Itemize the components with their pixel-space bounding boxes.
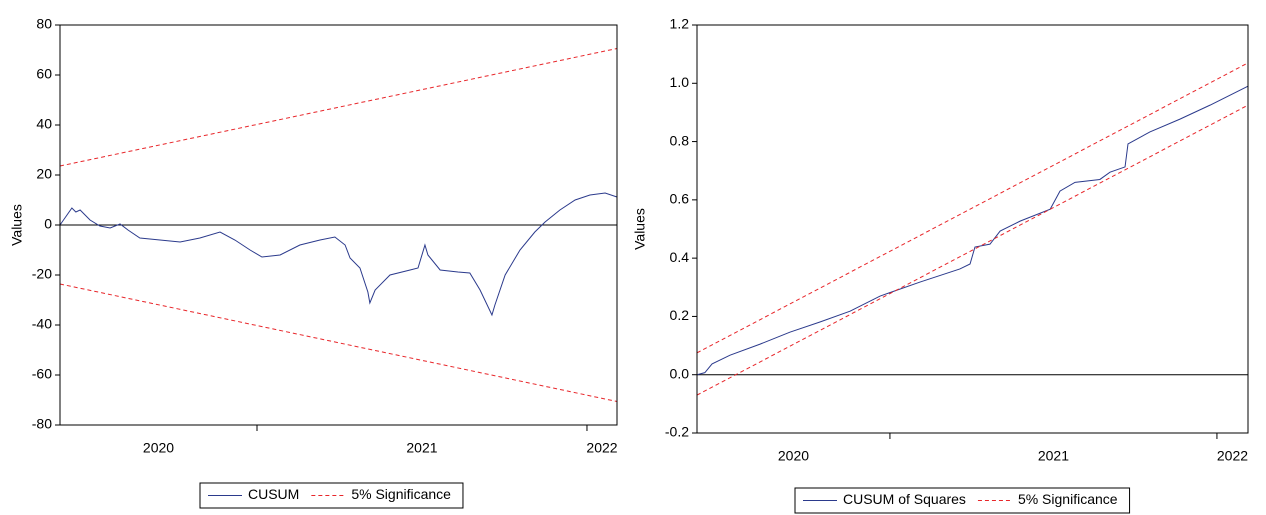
x-tick-label: 2021 bbox=[1038, 448, 1069, 464]
y-tick-label: 20 bbox=[36, 166, 52, 182]
legend-box bbox=[794, 487, 1131, 514]
y-tick-label: -40 bbox=[32, 316, 52, 332]
y-tick-label: 60 bbox=[36, 66, 52, 82]
x-tick-label: 2020 bbox=[143, 440, 174, 456]
y-axis-label: Values bbox=[632, 208, 648, 250]
y-tick-label: -20 bbox=[32, 266, 52, 282]
y-tick-label: -60 bbox=[32, 366, 52, 382]
y-tick-label: 1.2 bbox=[670, 16, 690, 32]
y-tick-label: 0.6 bbox=[670, 191, 690, 207]
y-tick-label: 1.0 bbox=[670, 74, 690, 90]
y-tick-label: -80 bbox=[32, 416, 52, 432]
y-tick-label: 0.0 bbox=[670, 365, 690, 381]
legend-label: CUSUM bbox=[248, 486, 299, 502]
y-tick-label: 0.4 bbox=[670, 249, 690, 265]
y-tick-label: 0.2 bbox=[670, 307, 690, 323]
y-tick-label: 0 bbox=[44, 216, 52, 232]
series-line bbox=[696, 62, 1249, 354]
series-line bbox=[59, 192, 618, 317]
plot-frame bbox=[696, 24, 1249, 434]
x-tick-label: 2022 bbox=[586, 440, 617, 456]
legend-label: 5% Significance bbox=[351, 486, 451, 502]
series-line-lower bbox=[59, 283, 618, 402]
series-line bbox=[696, 85, 1249, 376]
y-tick-label: 80 bbox=[36, 16, 52, 32]
plot-frame bbox=[59, 24, 618, 426]
x-tick-label: 2020 bbox=[778, 448, 809, 464]
legend-label: CUSUM of Squares bbox=[843, 491, 966, 507]
series-line-lower bbox=[696, 104, 1249, 396]
y-tick-label: 0.8 bbox=[670, 132, 690, 148]
y-tick-label: -0.2 bbox=[665, 424, 689, 440]
series-line bbox=[59, 48, 618, 167]
legend-label: 5% Significance bbox=[1018, 491, 1118, 507]
y-axis-label: Values bbox=[9, 204, 25, 246]
x-tick-label: 2021 bbox=[406, 440, 437, 456]
legend-box bbox=[199, 482, 464, 509]
x-tick-label: 2022 bbox=[1217, 448, 1248, 464]
y-tick-label: 40 bbox=[36, 116, 52, 132]
